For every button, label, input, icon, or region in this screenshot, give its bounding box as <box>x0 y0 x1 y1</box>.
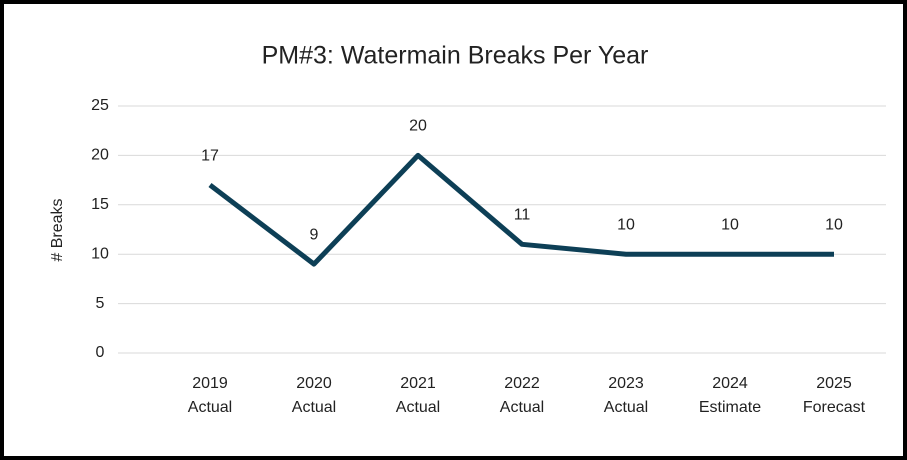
x-tick-label: 2022 <box>504 375 540 392</box>
x-tick-label: 2019 <box>192 375 228 392</box>
x-tick-label: 2021 <box>400 375 436 392</box>
chart-title: PM#3: Watermain Breaks Per Year <box>262 42 649 70</box>
x-tick-label: 2023 <box>608 375 644 392</box>
x-tick-label: Actual <box>292 399 336 416</box>
x-tick-label: Forecast <box>803 399 866 416</box>
data-label: 10 <box>617 216 635 233</box>
x-tick-label: 2020 <box>296 375 332 392</box>
y-tick-label: 25 <box>91 97 109 114</box>
data-label: 9 <box>310 226 319 243</box>
data-label: 11 <box>514 207 531 224</box>
x-tick-label: 2024 <box>712 375 748 392</box>
y-tick-label: 5 <box>96 295 105 312</box>
data-label: 17 <box>201 147 219 164</box>
data-label: 10 <box>721 216 739 233</box>
x-tick-label: Estimate <box>699 399 761 416</box>
x-tick-label: Actual <box>396 399 440 416</box>
data-label: 20 <box>409 118 427 135</box>
x-tick-label: Actual <box>188 399 232 416</box>
y-tick-label: 15 <box>91 196 109 213</box>
line <box>208 152 834 267</box>
x-tick-label: 2025 <box>816 375 852 392</box>
x-tick-label: Actual <box>500 399 544 416</box>
y-tick-label: 10 <box>91 245 109 262</box>
data-label: 10 <box>825 216 843 233</box>
x-tick-label: Actual <box>604 399 648 416</box>
y-tick-label: 20 <box>91 147 109 164</box>
y-tick-label: 0 <box>96 344 105 361</box>
y-axis-label: # Breaks <box>49 198 66 261</box>
